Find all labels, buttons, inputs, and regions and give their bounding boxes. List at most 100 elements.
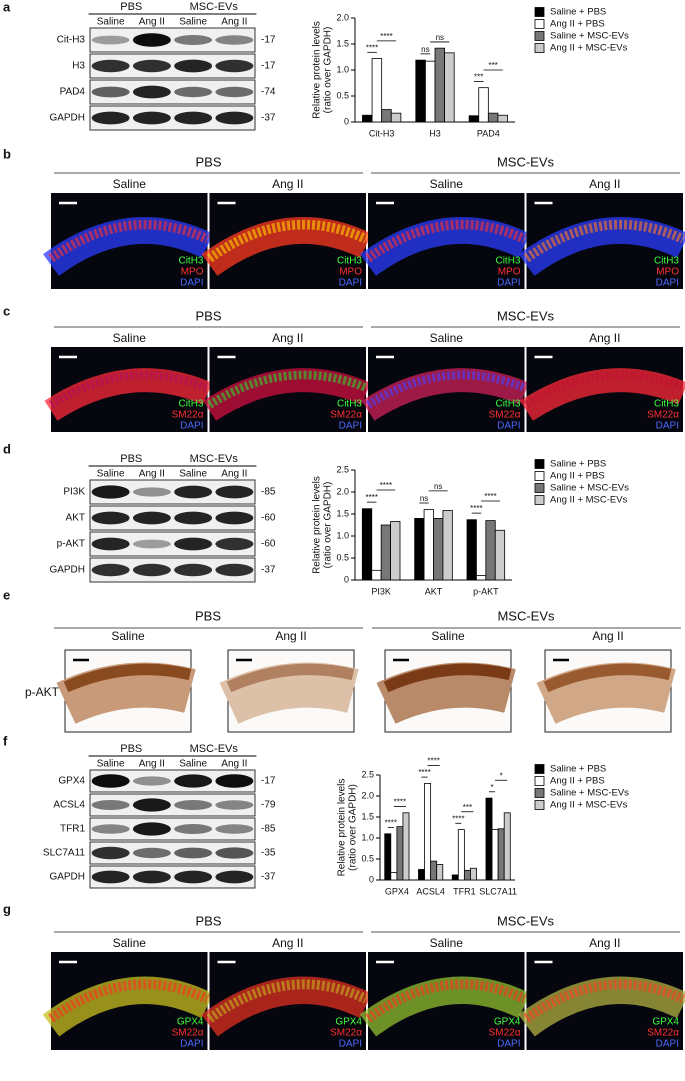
bar	[414, 518, 425, 581]
y-tick-label: 2.5	[361, 769, 374, 779]
x-tick-label: TFR1	[453, 886, 476, 896]
sig-label: ****	[385, 819, 397, 828]
tissue-band	[536, 662, 676, 724]
y-tick-label: 1.5	[361, 811, 374, 821]
blot-strip	[89, 793, 256, 817]
blot-band	[132, 33, 171, 47]
blot-band	[174, 847, 213, 859]
lane-label: Ang II	[139, 469, 165, 480]
bar	[424, 783, 432, 881]
y-tick-label: 1.0	[336, 530, 349, 540]
stain-label: SM22α	[172, 410, 204, 421]
legend-swatch	[534, 19, 545, 29]
tissue-band	[207, 370, 368, 409]
stain-label: DAPI	[497, 421, 520, 432]
sig-label: ns	[434, 482, 442, 491]
row-label: Cit-H3	[57, 35, 86, 46]
blot-band	[91, 485, 130, 499]
stain-label: CitH3	[495, 256, 520, 267]
row-label: PI3K	[63, 487, 85, 498]
stain-label: DAPI	[180, 421, 203, 432]
blot-band	[174, 511, 213, 525]
stain-label: SM22α	[330, 410, 362, 421]
legend-label: Saline + MSC-EVs	[550, 483, 629, 494]
sig-label: ****	[427, 757, 439, 766]
blot-band	[91, 563, 130, 577]
mw-label: -37	[261, 113, 276, 124]
blot-band	[91, 846, 130, 860]
sig-label: ****	[452, 814, 464, 823]
mw-label: -37	[261, 565, 276, 576]
y-tick-label: 0	[369, 874, 374, 884]
lane-label: Ang II	[589, 177, 620, 191]
panel-letter: g	[3, 901, 11, 916]
sig-label: ***	[463, 803, 472, 812]
blot-band	[174, 485, 213, 499]
stain-label: DAPI	[339, 1039, 362, 1050]
bar	[381, 109, 392, 123]
lane-label: Saline	[430, 177, 464, 191]
blot-band	[91, 511, 130, 525]
bar	[451, 874, 459, 881]
legend-label: Ang II + MSC-EVs	[550, 495, 628, 506]
bar	[470, 867, 477, 881]
x-tick-label: PI3K	[371, 586, 391, 596]
lane-label: Ang II	[589, 936, 620, 950]
mw-label: -37	[261, 872, 276, 883]
stain-label: DAPI	[180, 278, 203, 289]
panel-letter: e	[3, 587, 10, 602]
stain-label: DAPI	[656, 278, 679, 289]
blot-band	[215, 774, 254, 788]
sig-label: *	[500, 771, 503, 780]
lane-label: Saline	[431, 629, 465, 643]
stain-label: CitH3	[654, 256, 679, 267]
panel-letter: d	[3, 441, 11, 456]
y-axis-label: Relative protein levels	[312, 476, 323, 574]
lane-label: Ang II	[221, 469, 247, 480]
x-tick-label: H3	[429, 128, 441, 138]
sig-label: ns	[436, 33, 444, 42]
bar	[463, 869, 471, 881]
bar	[491, 829, 499, 881]
tissue-band	[383, 663, 512, 693]
x-tick-label: GPX4	[385, 886, 409, 896]
blot-band	[132, 563, 171, 577]
tissue-band	[365, 979, 527, 1023]
blot-band	[174, 563, 213, 577]
panel-letter: b	[3, 146, 11, 161]
tissue-band	[219, 662, 359, 724]
blot-band	[215, 800, 254, 810]
legend-label: Saline + PBS	[550, 764, 606, 775]
y-axis-label: Relative protein levels	[337, 779, 348, 877]
blot-band	[215, 86, 254, 98]
lane-label: Ang II	[139, 17, 165, 28]
blot-strip	[89, 817, 256, 841]
tissue-band	[206, 979, 369, 1023]
mw-label: -85	[261, 487, 276, 498]
blot-band	[174, 824, 213, 834]
legend-swatch	[534, 776, 545, 786]
group-label: MSC-EVs	[497, 913, 555, 928]
blot-band	[91, 800, 130, 810]
stain-label: SM22α	[647, 410, 679, 421]
y-axis-label: (ratio over GAPDH)	[323, 27, 334, 114]
y-tick-label: 2.0	[336, 486, 349, 496]
tissue-band	[520, 368, 685, 421]
row-label: GAPDH	[49, 113, 85, 124]
blot-band	[91, 774, 130, 788]
sig-label: ****	[380, 481, 392, 490]
lane-label: Ang II	[272, 936, 303, 950]
blot-band	[215, 847, 254, 859]
stain-label: DAPI	[656, 421, 679, 432]
bar	[487, 112, 499, 123]
sig-label: ****	[484, 492, 496, 501]
y-tick-label: 1.0	[336, 64, 349, 74]
bar	[434, 47, 446, 123]
bar	[423, 509, 434, 581]
stain-label: GPX4	[652, 1017, 679, 1028]
bar	[371, 58, 383, 123]
bar	[424, 60, 436, 123]
legend-swatch	[534, 43, 545, 53]
blot-band	[132, 798, 171, 812]
